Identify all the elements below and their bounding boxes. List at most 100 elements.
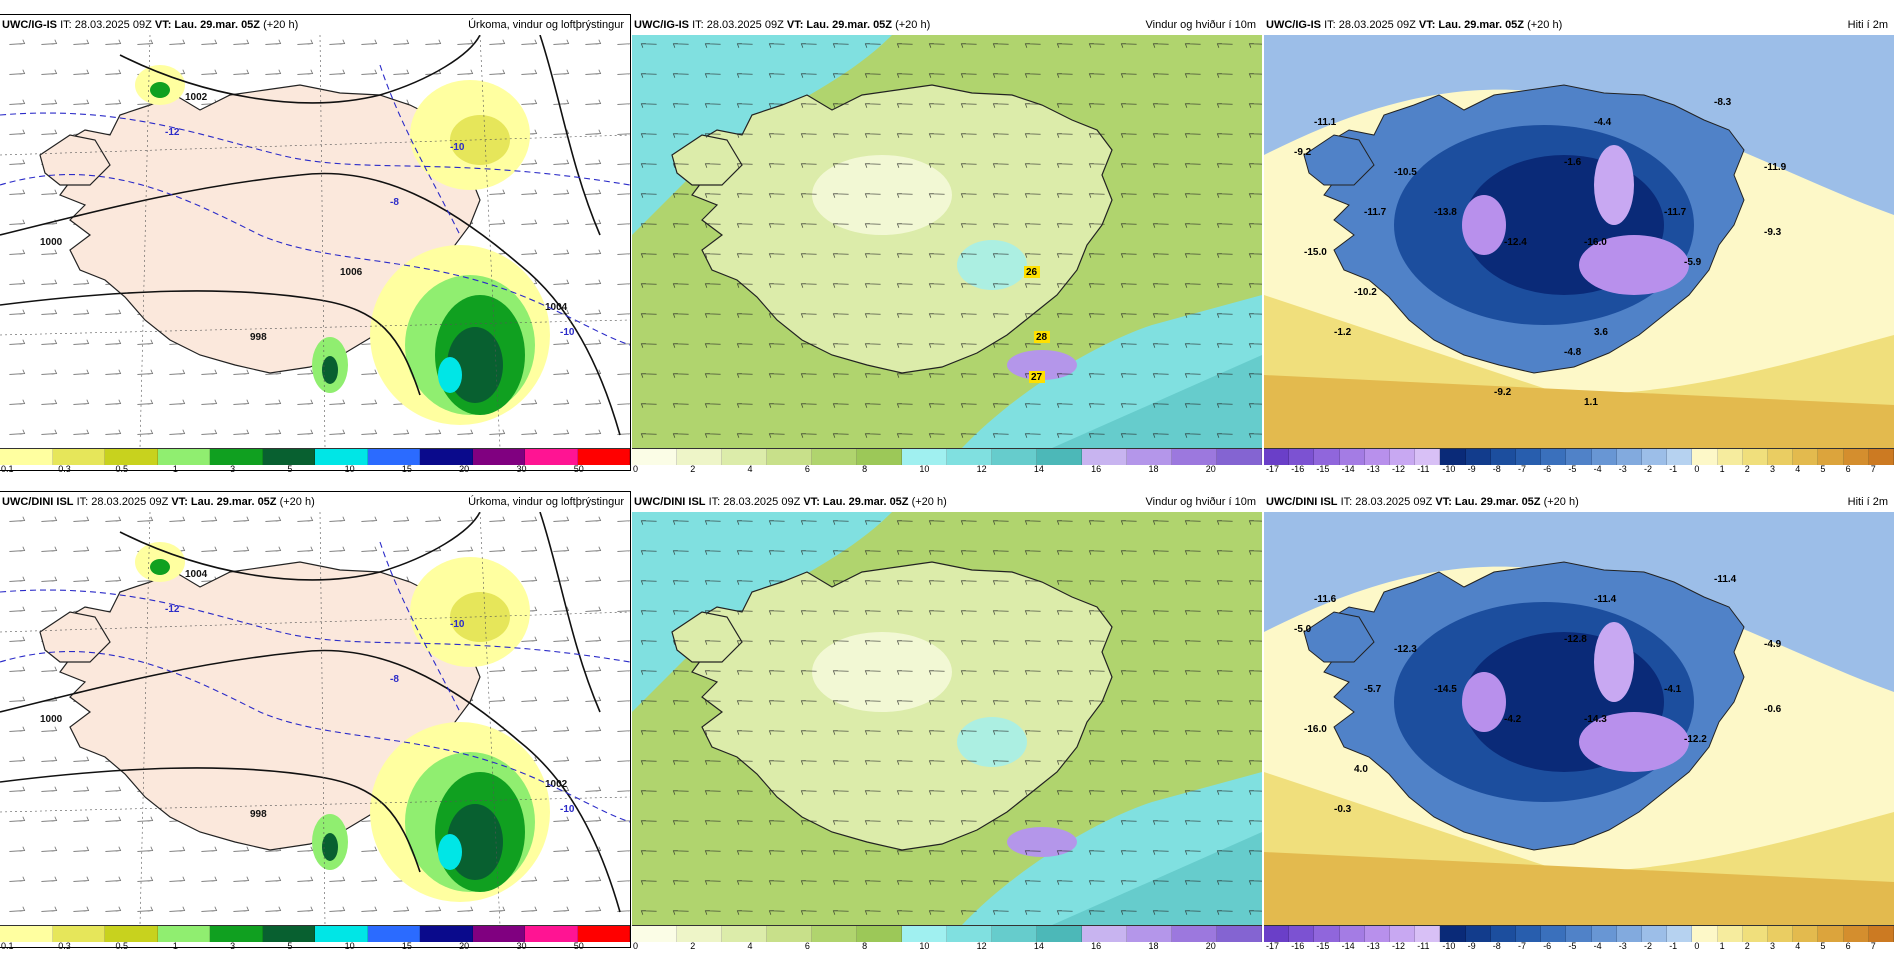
valid-time: Lau. 29.mar. 05Z	[1438, 19, 1525, 31]
colorbar-tick-label: 4	[747, 941, 753, 951]
colorbar-segment	[157, 449, 210, 465]
westfjords-land	[1303, 134, 1375, 186]
colorbar-segment	[1717, 926, 1743, 942]
temp-label: -14.3	[1584, 714, 1607, 725]
calm-area	[812, 155, 952, 235]
colorbar-tick-label: 0.5	[115, 464, 129, 474]
temp-map: -11.1 -9.2 -10.5 -8.3 -4.4 -1.6 -11.7 -11.9 -13.…	[1264, 35, 1894, 448]
colorbar-tick-label: 18	[1148, 941, 1159, 951]
colorbar-segment	[677, 926, 722, 942]
temp-label: -4.8	[1564, 347, 1582, 358]
colorbar-tick-label: 2	[1744, 941, 1750, 951]
colorbar-tick-label: 20	[459, 941, 470, 951]
temp-label: -5.7	[1364, 684, 1382, 695]
precip-area-south-heavy	[447, 804, 503, 880]
panel-header: UWC/IG-IS IT: 28.03.2025 09Z VT: Lau. 29…	[632, 15, 1262, 35]
temp850-label: -10	[450, 142, 465, 153]
colorbar-segment	[1768, 449, 1794, 465]
temp-label: -4.1	[1664, 684, 1682, 695]
temp-cold-northeast	[1594, 622, 1634, 702]
temp-label: -15.0	[1304, 247, 1327, 258]
isobars	[0, 512, 621, 913]
colorbar-tick-label: 10	[919, 464, 930, 474]
temp850-label: -8	[390, 197, 399, 208]
colorbar-tick-label: 50	[573, 941, 584, 951]
wind-zone-se-strong	[1052, 832, 1262, 925]
colorbar-segment	[1692, 449, 1718, 465]
colorbar-segment	[1591, 926, 1617, 942]
colorbar-segment	[632, 449, 677, 465]
temp-colorbar	[1264, 448, 1895, 465]
colorbar-segment	[857, 449, 902, 465]
colorbar-segment	[1037, 926, 1082, 942]
isobars	[0, 35, 621, 436]
colorbar-segment	[1390, 449, 1416, 465]
isobar-label: 1000	[40, 237, 63, 248]
init-time: IT: 28.03.2025 09Z	[76, 496, 169, 508]
temp-colorbar	[1264, 925, 1895, 942]
colorbar-tick-label: -7	[1518, 941, 1527, 951]
model-name: UWC/IG-IS	[1266, 19, 1321, 31]
lead-time: (+20 h)	[263, 19, 299, 31]
colorbar-segment	[1264, 449, 1290, 465]
colorbar-tick-label: 1	[1719, 941, 1725, 951]
precip-colorbar-labels: 0.1 0.3 0.5 1 3 5 10 15 20 30 50	[0, 941, 630, 953]
colorbar-segment	[947, 449, 992, 465]
colorbar-tick-label: 4	[747, 464, 753, 474]
colorbar-tick-label: 0.1	[1, 941, 14, 951]
wind-zone-nw	[632, 512, 892, 712]
panel-wind-row1: UWC/IG-IS IT: 28.03.2025 09Z VT: Lau. 29…	[632, 15, 1262, 474]
wind-map	[632, 512, 1262, 925]
colorbar-tick-label: -2	[1644, 464, 1653, 474]
colorbar-segment	[1082, 926, 1127, 942]
colorbar-tick-label: 15	[401, 464, 412, 474]
wind-zone-nw	[632, 35, 892, 235]
temp-label: -1.6	[1564, 157, 1582, 168]
colorbar-segment	[105, 926, 158, 942]
temp850-label: -12	[165, 604, 180, 615]
westfjords-land	[1303, 611, 1375, 663]
isobar-label: 1000	[40, 714, 63, 725]
init-time: IT: 28.03.2025 09Z	[60, 19, 152, 31]
colorbar-tick-label: -8	[1492, 941, 1501, 951]
colorbar-tick-label: 3	[1770, 941, 1776, 951]
colorbar-tick-label: -15	[1316, 464, 1330, 474]
colorbar-tick-label: -9	[1467, 941, 1476, 951]
colorbar-segment	[1667, 449, 1693, 465]
init-time: IT: 28.03.2025 09Z	[1340, 496, 1433, 508]
colorbar-segment	[1566, 926, 1592, 942]
colorbar-tick-label: 0	[1694, 464, 1700, 474]
colorbar-segment	[1440, 449, 1466, 465]
colorbar-tick-label: 20	[459, 464, 470, 474]
temp-label: -11.6	[1314, 594, 1337, 605]
colorbar-tick-label: 3	[1770, 464, 1776, 474]
valid-label: VT:	[154, 19, 172, 31]
colorbar-tick-label: -11	[1417, 941, 1430, 951]
temp850-label: -12	[165, 127, 180, 138]
colorbar-segment	[1642, 926, 1668, 942]
gust-label: 26	[1026, 267, 1038, 278]
colorbar-tick-label: 14	[1033, 941, 1044, 951]
lead-time: (+20 h)	[1543, 496, 1579, 508]
lead-time: (+20 h)	[895, 19, 931, 31]
panel-wind-row2: UWC/DINI ISL IT: 28.03.2025 09Z VT: Lau.…	[632, 492, 1262, 951]
colorbar-segment	[1818, 449, 1844, 465]
precip-area-inland-core	[322, 356, 338, 384]
colorbar-tick-label: -1	[1669, 941, 1678, 951]
calm-area	[812, 632, 952, 712]
colorbar-tick-label: -17	[1266, 941, 1280, 951]
temp850-lines	[0, 541, 630, 823]
temp-label: 1.1	[1584, 397, 1598, 408]
wind-zone-se-strong	[1052, 355, 1262, 448]
colorbar-tick-label: -5	[1568, 941, 1577, 951]
colorbar-tick-label: 14	[1033, 464, 1044, 474]
panel-title: Úrkoma, vindur og loftþrýstingur	[468, 19, 624, 31]
valid-label: VT:	[1435, 496, 1452, 508]
gust-label-bg	[1034, 331, 1050, 343]
temp-label: -11.7	[1664, 207, 1687, 218]
colorbar-segment	[472, 926, 525, 942]
colorbar-segment	[1793, 926, 1819, 942]
colorbar-segment	[1490, 926, 1517, 942]
colorbar-segment	[1440, 926, 1466, 942]
temp-label: -8.3	[1714, 97, 1732, 108]
